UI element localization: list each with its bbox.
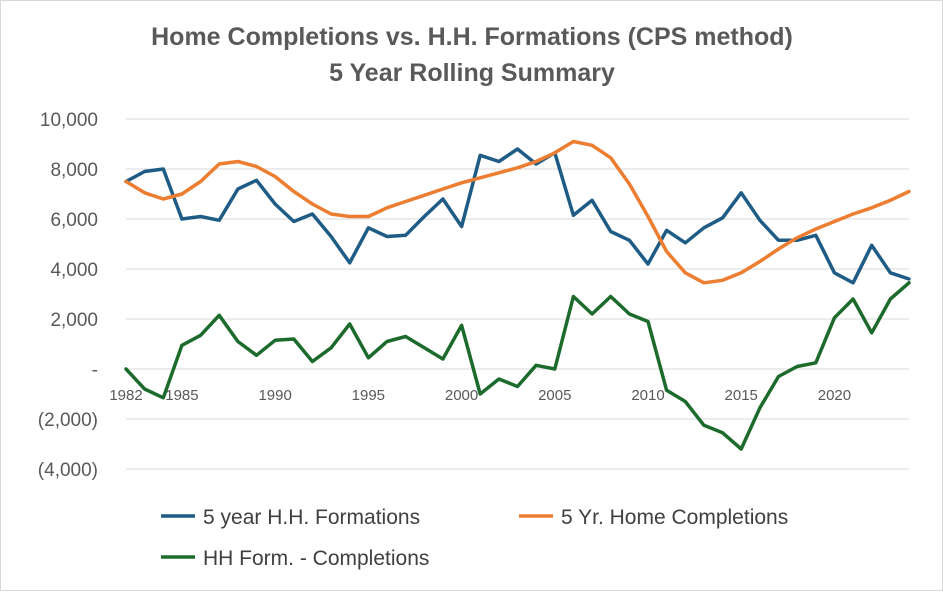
x-tick-label: 1982 [109, 387, 142, 404]
y-tick-label: 8,000 [50, 160, 98, 181]
series-line-1 [124, 139, 911, 285]
y-tick-label: - [92, 360, 98, 381]
x-tick-label: 1990 [258, 387, 291, 404]
y-tick-label: (4,000) [38, 460, 98, 481]
chart-subtitle: 5 Year Rolling Summary [329, 59, 615, 87]
x-tick-label: 2015 [725, 387, 758, 404]
x-tick-label: 2000 [445, 387, 478, 404]
y-tick-label: 2,000 [50, 310, 98, 331]
x-axis-ticks: 1982 1985 1990 1995 2000 2005 2010 2015 2020 [109, 387, 851, 404]
gridlines [126, 118, 909, 470]
y-tick-label: 4,000 [50, 260, 98, 281]
x-tick-label: 1995 [352, 387, 385, 404]
series-line-2 [124, 281, 911, 451]
y-axis-ticks: 10,000 8,000 6,000 4,000 2,000 - (2,000) (4,000… [38, 110, 98, 481]
x-tick-label: 2010 [631, 387, 664, 404]
x-tick-label: 1985 [165, 387, 198, 404]
chart-title: Home Completions vs. H.H. Formations (CP… [151, 23, 793, 51]
series-lines [124, 139, 911, 451]
legend-label: HH Form. - Completions [203, 547, 429, 570]
x-tick-label: 2020 [818, 387, 851, 404]
legend-label: 5 Yr. Home Completions [561, 506, 788, 529]
y-tick-label: 6,000 [50, 210, 98, 231]
y-tick-label: 10,000 [40, 110, 98, 131]
x-tick-label: 2005 [538, 387, 571, 404]
series-line-0 [124, 147, 911, 285]
y-tick-label: (2,000) [38, 410, 98, 431]
legend-label: 5 year H.H. Formations [203, 506, 420, 529]
legend: 5 year H.H. Formations 5 Yr. Home Complet… [161, 506, 788, 570]
